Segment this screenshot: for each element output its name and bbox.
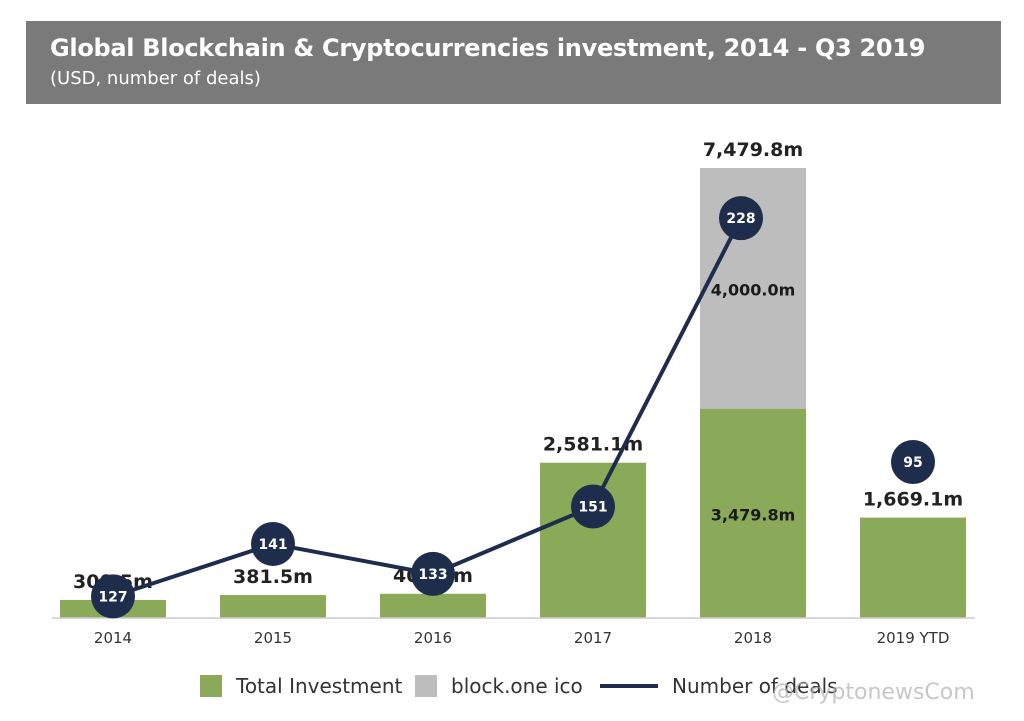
segment-label-total-investment: 3,479.8m xyxy=(711,505,796,524)
bar-total-investment xyxy=(220,595,326,618)
bar-total-investment xyxy=(860,517,966,618)
x-tick-label: 2014 xyxy=(94,629,132,647)
watermark-text: @CryptonewsCom xyxy=(772,680,975,705)
legend-swatch-total-investment xyxy=(200,675,222,697)
bar-total-label: 381.5m xyxy=(233,566,313,588)
deals-line xyxy=(112,217,743,599)
bar-total-investment xyxy=(380,593,486,618)
x-tick-label: 2019 YTD xyxy=(877,629,950,647)
segment-label-block-one-ico: 4,000.0m xyxy=(711,280,796,299)
chart-header: Global Blockchain & Cryptocurrencies inv… xyxy=(26,21,1001,104)
chart-title: Global Blockchain & Cryptocurrencies inv… xyxy=(50,34,926,62)
deal-count-label: 133 xyxy=(418,567,447,583)
x-tick-label: 2015 xyxy=(254,629,292,647)
deal-marker xyxy=(251,521,295,566)
legend-item-block-one-ico: block.one ico xyxy=(415,674,583,698)
deal-marker xyxy=(719,196,763,241)
legend-item-number-of-deals: Number of deals xyxy=(600,674,838,698)
legend-swatch-block-one-ico xyxy=(415,675,437,697)
deal-marker xyxy=(411,551,455,596)
bar-total-label: 7,479.8m xyxy=(703,139,803,161)
deal-count-label: 127 xyxy=(98,589,127,605)
deal-count-label: 95 xyxy=(903,455,922,471)
deal-count-label: 141 xyxy=(258,537,287,553)
legend-item-total-investment: Total Investment xyxy=(200,674,402,698)
legend-swatch-number-of-deals xyxy=(600,684,658,688)
deal-count-label: 151 xyxy=(578,500,607,516)
bar-total-label: 2,581.1m xyxy=(543,434,643,456)
deal-marker xyxy=(91,574,135,619)
deal-marker xyxy=(891,440,935,484)
legend-label-total-investment: Total Investment xyxy=(236,674,403,698)
bar-total-label: 1,669.1m xyxy=(863,489,963,511)
chart-legend: Total Investment block.one ico Number of… xyxy=(0,666,1024,706)
legend-label-number-of-deals: Number of deals xyxy=(672,674,838,698)
deal-marker xyxy=(571,484,615,529)
x-tick-label: 2017 xyxy=(574,629,612,647)
x-tick-label: 2018 xyxy=(734,629,772,647)
legend-label-block-one-ico: block.one ico xyxy=(451,674,583,698)
chart-subtitle: (USD, number of deals) xyxy=(50,68,261,89)
bar-total-investment xyxy=(700,408,806,618)
deal-count-label: 228 xyxy=(726,211,755,227)
x-tick-label: 2016 xyxy=(414,629,452,647)
